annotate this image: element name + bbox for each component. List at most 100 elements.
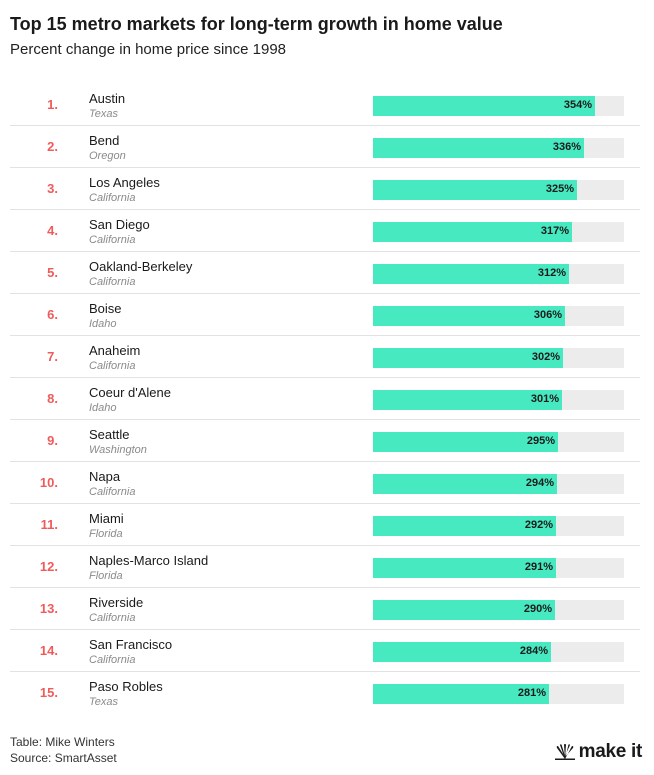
bar-track: 312%	[373, 264, 624, 284]
metro-name: Los Angeles	[89, 175, 160, 190]
bar: 302%	[373, 348, 563, 368]
source-credit: Source: SmartAsset	[10, 751, 117, 765]
rank-number: 1.	[47, 97, 58, 112]
state-name: Idaho	[89, 402, 117, 414]
peacock-icon	[554, 744, 575, 760]
table-row: 9. Seattle Washington 295%	[10, 420, 640, 462]
ranking-table: 1. Austin Texas 354% 2. Bend Oregon 336% 3. Los A…	[10, 84, 640, 714]
bar-track: 325%	[373, 180, 624, 200]
bar-value-label: 291%	[524, 561, 553, 573]
rank-number: 14.	[39, 643, 58, 658]
make-it-logo: make it	[554, 741, 642, 763]
chart-subtitle: Percent change in home price since 1998	[10, 41, 287, 58]
table-credit: Table: Mike Winters	[10, 735, 115, 749]
rank-number: 2.	[47, 139, 58, 154]
bar: 291%	[373, 558, 556, 578]
table-row: 15. Paso Robles Texas 281%	[10, 672, 640, 714]
bar: 295%	[373, 432, 558, 452]
bar: 294%	[373, 474, 557, 494]
rank-number: 6.	[47, 307, 58, 322]
state-name: California	[89, 612, 136, 624]
bar-track: 301%	[373, 390, 624, 410]
bar-track: 306%	[373, 306, 624, 326]
table-row: 2. Bend Oregon 336%	[10, 126, 640, 168]
state-name: California	[89, 276, 136, 288]
table-row: 6. Boise Idaho 306%	[10, 294, 640, 336]
rank-number: 11.	[40, 517, 58, 532]
state-name: California	[89, 360, 136, 372]
chart-title: Top 15 metro markets for long-term growt…	[10, 14, 503, 34]
rank-number: 15.	[39, 685, 58, 700]
table-row: 12. Naples-Marco Island Florida 291%	[10, 546, 640, 588]
table-row: 10. Napa California 294%	[10, 462, 640, 504]
bar: 336%	[373, 138, 584, 158]
bar-track: 317%	[373, 222, 624, 242]
bar: 312%	[373, 264, 569, 284]
metro-name: Paso Robles	[89, 679, 163, 694]
state-name: California	[89, 654, 136, 666]
bar-value-label: 306%	[533, 309, 562, 321]
state-name: California	[89, 486, 136, 498]
bar-track: 302%	[373, 348, 624, 368]
bar-value-label: 325%	[545, 183, 574, 195]
state-name: Florida	[89, 570, 123, 582]
table-row: 4. San Diego California 317%	[10, 210, 640, 252]
bar-track: 290%	[373, 600, 624, 620]
bar-value-label: 284%	[519, 645, 548, 657]
rank-number: 3.	[47, 181, 58, 196]
table-row: 1. Austin Texas 354%	[10, 84, 640, 126]
bar: 284%	[373, 642, 551, 662]
table-row: 13. Riverside California 290%	[10, 588, 640, 630]
bar: 325%	[373, 180, 577, 200]
bar-track: 291%	[373, 558, 624, 578]
state-name: Idaho	[89, 318, 117, 330]
metro-name: Bend	[89, 133, 120, 148]
bar-value-label: 294%	[525, 477, 554, 489]
table-row: 11. Miami Florida 292%	[10, 504, 640, 546]
bar-track: 294%	[373, 474, 624, 494]
logo-text: make it	[578, 741, 643, 762]
metro-name: Oakland-Berkeley	[89, 259, 193, 274]
table-row: 3. Los Angeles California 325%	[10, 168, 640, 210]
rank-number: 4.	[47, 223, 58, 238]
state-name: Texas	[89, 108, 118, 120]
rank-number: 7.	[47, 349, 58, 364]
bar: 317%	[373, 222, 572, 242]
state-name: California	[89, 192, 136, 204]
bar: 301%	[373, 390, 562, 410]
bar-value-label: 295%	[526, 435, 555, 447]
rank-number: 12.	[39, 559, 58, 574]
metro-name: Naples-Marco Island	[89, 553, 209, 568]
rank-number: 13.	[39, 601, 58, 616]
bar-track: 284%	[373, 642, 624, 662]
metro-name: Austin	[89, 91, 126, 106]
rank-number: 5.	[47, 265, 58, 280]
bar-value-label: 290%	[523, 603, 552, 615]
bar-value-label: 281%	[517, 687, 546, 699]
bar-value-label: 301%	[530, 393, 559, 405]
bar: 292%	[373, 516, 556, 536]
metro-name: Seattle	[89, 427, 130, 442]
bar-track: 336%	[373, 138, 624, 158]
bar-track: 295%	[373, 432, 624, 452]
bar: 354%	[373, 96, 595, 116]
bar-value-label: 336%	[552, 141, 581, 153]
state-name: Texas	[89, 696, 118, 708]
state-name: Oregon	[89, 150, 126, 162]
bar-value-label: 312%	[537, 267, 566, 279]
table-row: 5. Oakland-Berkeley California 312%	[10, 252, 640, 294]
table-row: 8. Coeur d'Alene Idaho 301%	[10, 378, 640, 420]
rank-number: 8.	[47, 391, 58, 406]
bar-value-label: 354%	[563, 99, 592, 111]
bar-value-label: 302%	[531, 351, 560, 363]
metro-name: Boise	[89, 301, 122, 316]
metro-name: Napa	[89, 469, 121, 484]
bar-track: 354%	[373, 96, 624, 116]
state-name: Florida	[89, 528, 123, 540]
bar-track: 292%	[373, 516, 624, 536]
metro-name: Miami	[89, 511, 124, 526]
bar: 281%	[373, 684, 549, 704]
bar-value-label: 292%	[524, 519, 553, 531]
bar-track: 281%	[373, 684, 624, 704]
state-name: California	[89, 234, 136, 246]
